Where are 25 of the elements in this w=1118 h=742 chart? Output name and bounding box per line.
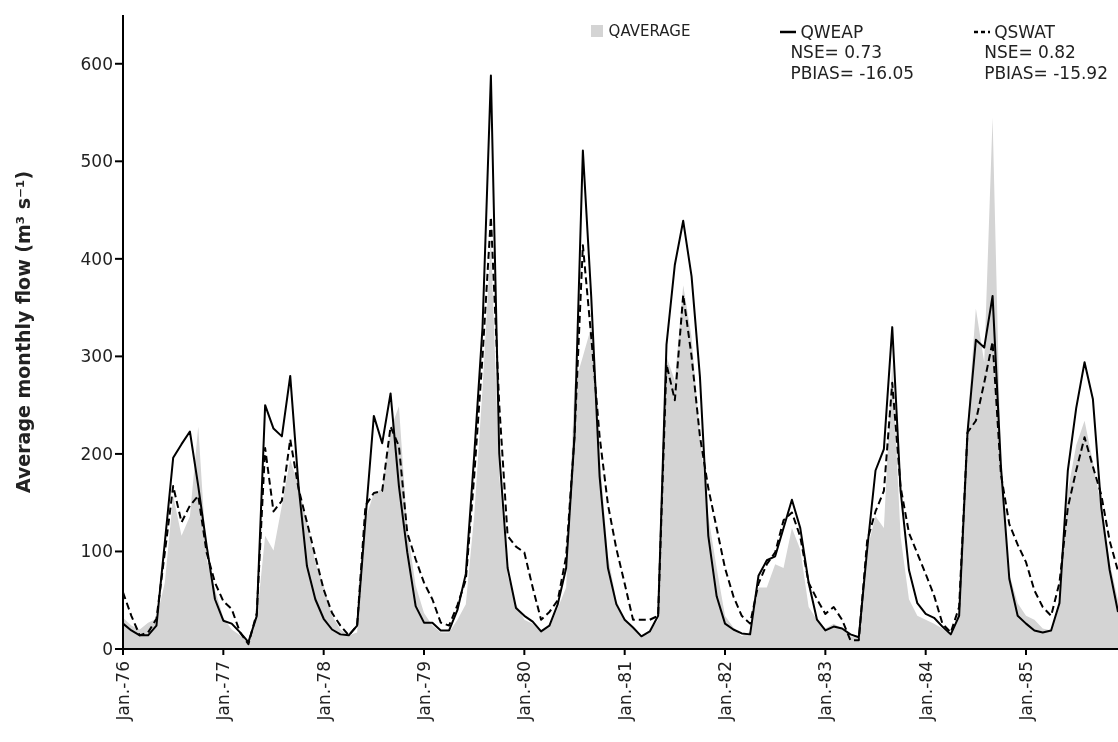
x-tick-label: Jan.-83 <box>815 661 836 722</box>
x-tick-label: Jan.-82 <box>715 661 736 722</box>
legend-label: QWEAP <box>800 22 864 42</box>
annotation: PBIAS= -15.92 <box>984 63 1108 84</box>
x-tick-label: Jan.-77 <box>213 661 234 722</box>
annotation: NSE= 0.73 <box>790 42 884 63</box>
y-tick-label: 300 <box>80 346 113 367</box>
x-tick-label: Jan.-76 <box>113 661 133 722</box>
annotation: NSE= 0.82 <box>984 42 1077 63</box>
x-tick-label: Jan.-78 <box>313 661 334 722</box>
y-tick-label: 400 <box>80 248 113 269</box>
y-tick-label: 0 <box>102 639 113 660</box>
y-tick-label: 200 <box>80 443 113 464</box>
annotation: PBIAS= -16.05 <box>790 63 915 84</box>
legend-label: QAVERAGE <box>608 22 691 40</box>
x-tick-label: Jan.-81 <box>614 661 635 722</box>
x-tick-label: Jan.-80 <box>514 661 535 722</box>
y-axis-title: Average monthly flow (m³ s⁻¹) <box>11 170 34 494</box>
y-tick-label: 500 <box>80 151 113 172</box>
y-tick-label: 600 <box>80 53 113 74</box>
x-tick-label: Jan.-85 <box>1016 661 1037 722</box>
x-tick-label: Jan.-79 <box>414 661 435 722</box>
legend-label: QSWAT <box>994 22 1055 42</box>
x-tick-label: Jan.-84 <box>915 661 936 722</box>
y-tick-label: 100 <box>80 541 113 562</box>
